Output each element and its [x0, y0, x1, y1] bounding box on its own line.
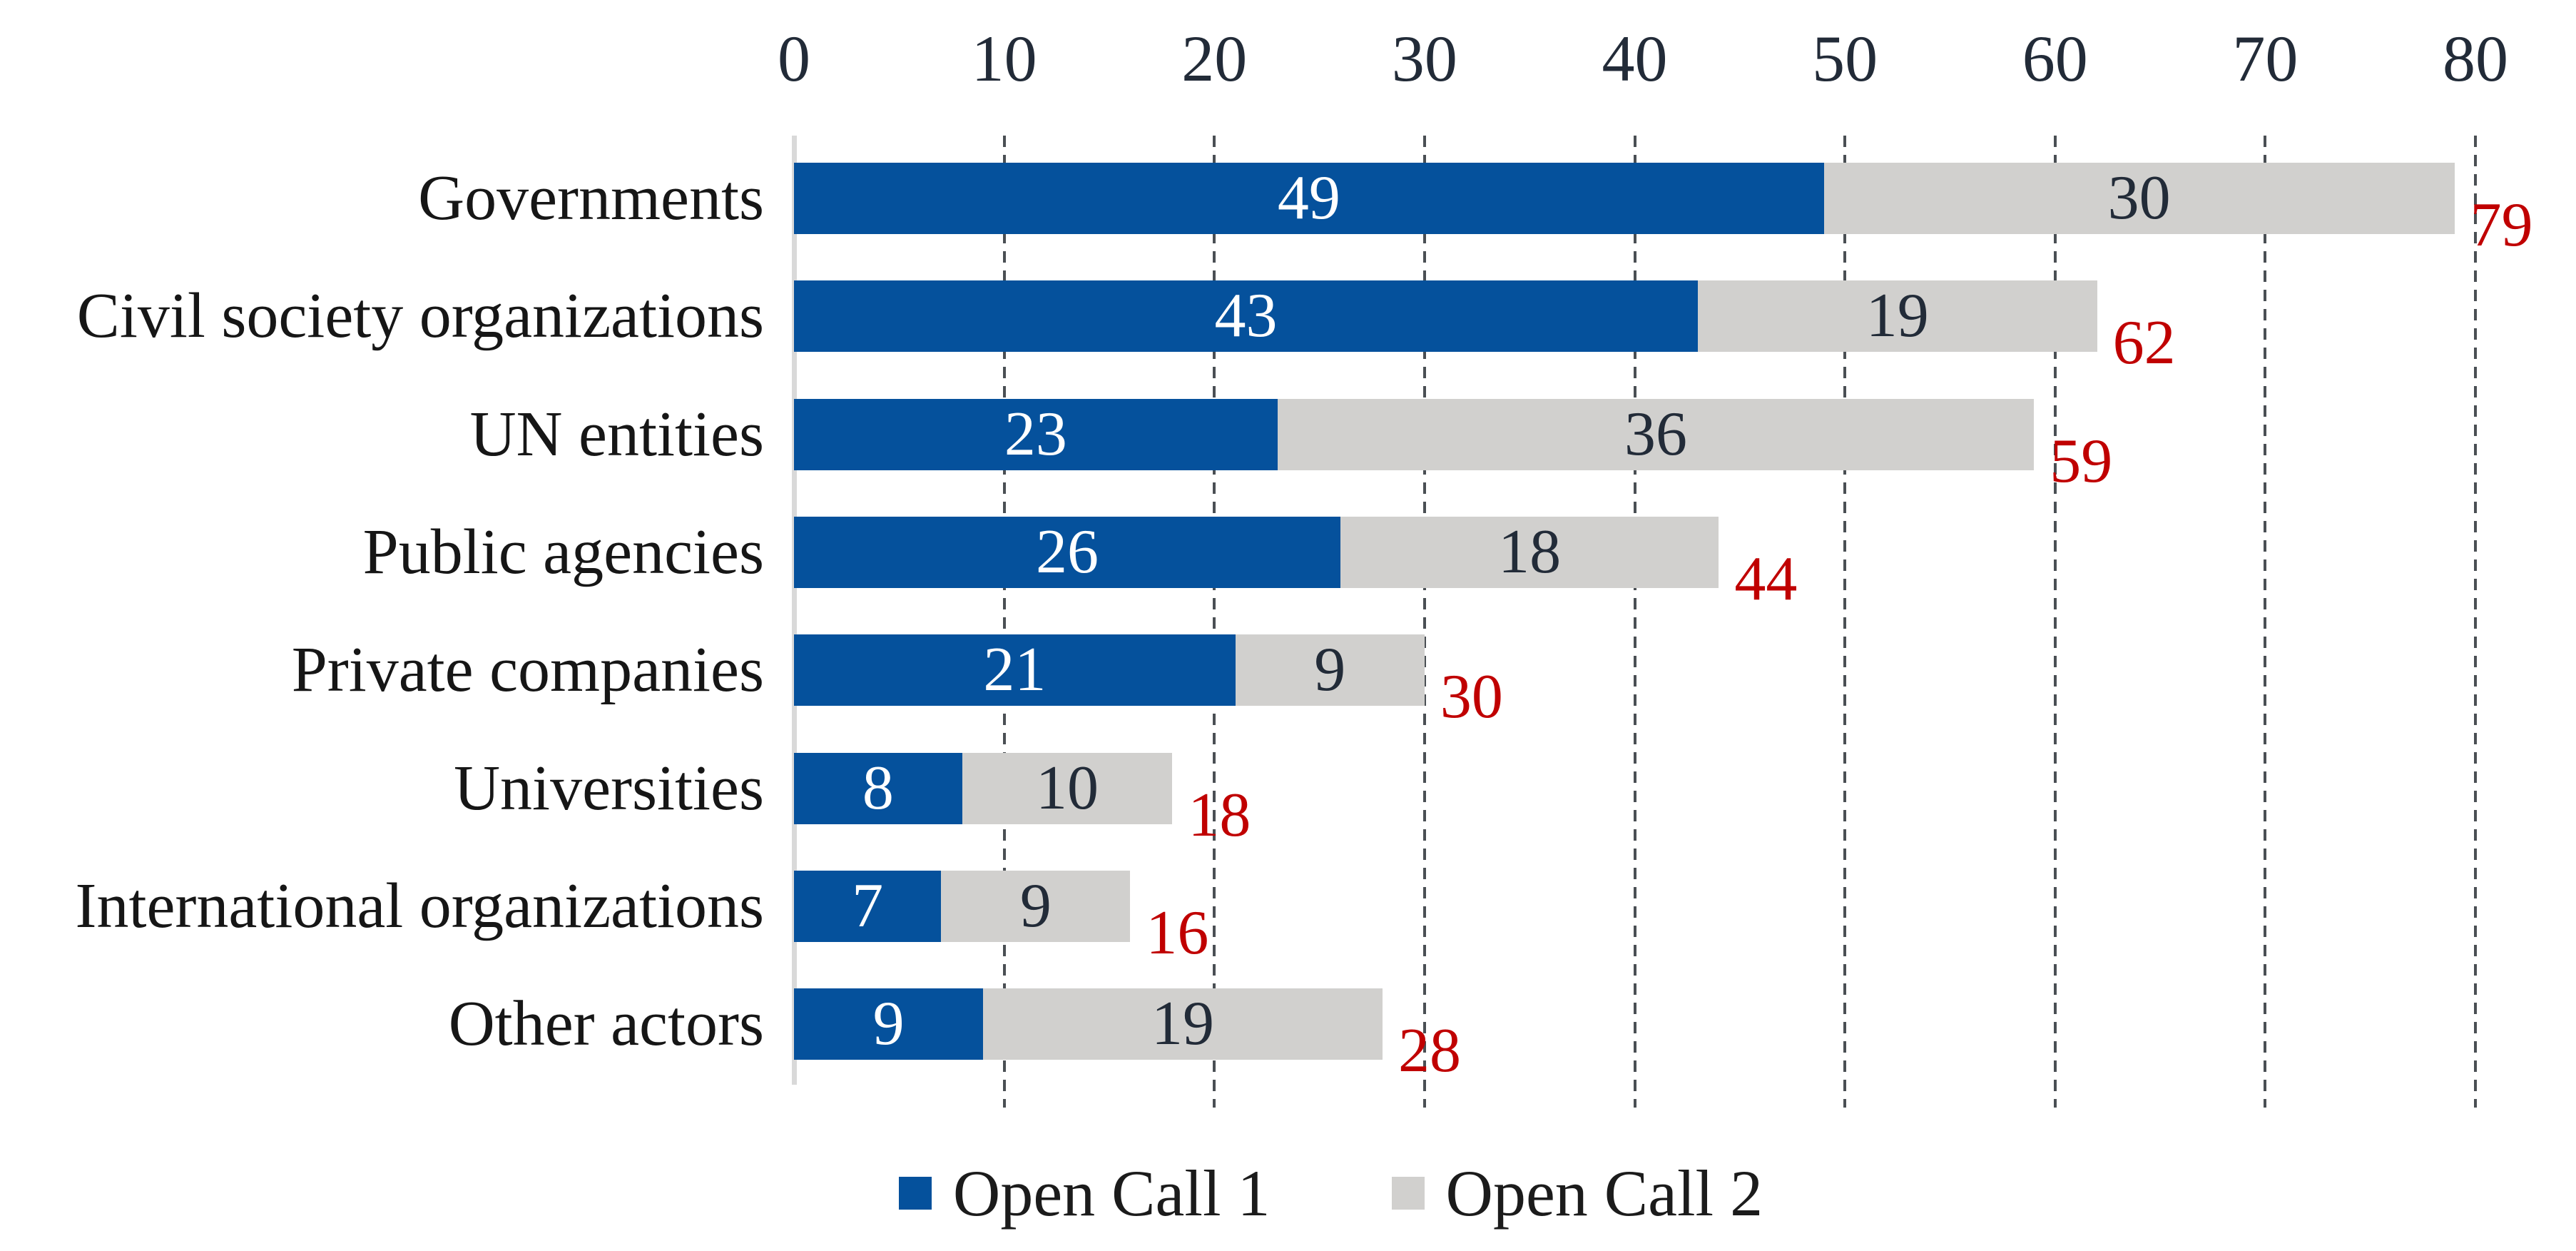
legend-swatch-icon: [898, 1177, 932, 1210]
axis-line-zero: [792, 136, 797, 1085]
bar-segment-open-call-1: [794, 280, 1698, 353]
bar-segment-open-call-1: [794, 398, 1278, 470]
total-value-label: 18: [1188, 780, 1251, 850]
total-value-label: 62: [2112, 308, 2176, 378]
category-label: International organizations: [75, 870, 764, 941]
category-label: Private companies: [291, 634, 764, 706]
x-axis-tick-label: 80: [2443, 22, 2508, 95]
x-axis-tick-label: 20: [1181, 22, 1248, 95]
gridline: [1633, 136, 1636, 1108]
category-label: Universities: [454, 752, 764, 824]
total-value-label: 44: [1734, 544, 1798, 614]
bar-segment-open-call-2: [1235, 634, 1425, 706]
bar-segment-open-call-2: [1823, 163, 2455, 234]
x-axis-tick-label: 50: [1812, 22, 1878, 95]
category-label: UN entities: [469, 398, 764, 470]
gridline: [1002, 136, 1006, 1108]
gridline: [1843, 136, 1847, 1108]
bar-segment-open-call-1: [794, 988, 984, 1060]
total-value-label: 16: [1146, 898, 1209, 968]
x-axis-tick-label: 30: [1391, 22, 1457, 95]
x-axis-tick-label: 40: [1602, 22, 1668, 95]
category-label: Public agencies: [362, 516, 764, 587]
gridline: [1213, 136, 1216, 1108]
legend-label: Open Call 1: [952, 1157, 1271, 1230]
legend-label: Open Call 2: [1445, 1157, 1763, 1230]
total-value-label: 30: [1440, 662, 1503, 732]
bar-segment-open-call-1: [794, 752, 962, 824]
legend-item-open-call-2: Open Call 2: [1391, 1157, 1763, 1230]
bar-segment-open-call-2: [1340, 516, 1719, 588]
category-label: Civil society organizations: [76, 280, 764, 352]
x-axis-tick-label: 10: [971, 22, 1037, 95]
category-label: Other actors: [448, 988, 764, 1060]
gridline: [1422, 136, 1426, 1108]
bar-segment-open-call-1: [794, 634, 1236, 706]
legend: Open Call 1 Open Call 2: [43, 1160, 2576, 1226]
legend-swatch-icon: [1391, 1177, 1425, 1210]
category-label: Governments: [418, 163, 764, 233]
total-value-label: 59: [2050, 426, 2113, 496]
bar-segment-open-call-1: [794, 163, 1824, 234]
bar-segment-open-call-2: [1277, 398, 2035, 470]
total-value-label: 28: [1398, 1016, 1461, 1086]
bar-segment-open-call-1: [794, 870, 942, 942]
total-value-label: 79: [2470, 191, 2533, 260]
x-axis-tick-label: 0: [778, 22, 810, 95]
bar-segment-open-call-2: [1697, 280, 2097, 353]
x-axis-tick-label: 70: [2232, 22, 2298, 95]
x-axis-tick-label: 60: [2022, 22, 2088, 95]
bar-segment-open-call-2: [983, 988, 1383, 1060]
bar-segment-open-call-2: [962, 752, 1173, 824]
gridline: [2264, 136, 2267, 1108]
gridline: [2053, 136, 2057, 1108]
bar-segment-open-call-1: [794, 516, 1341, 588]
bar-segment-open-call-2: [941, 870, 1131, 942]
legend-item-open-call-1: Open Call 1: [898, 1157, 1271, 1230]
gridline: [2474, 136, 2477, 1108]
